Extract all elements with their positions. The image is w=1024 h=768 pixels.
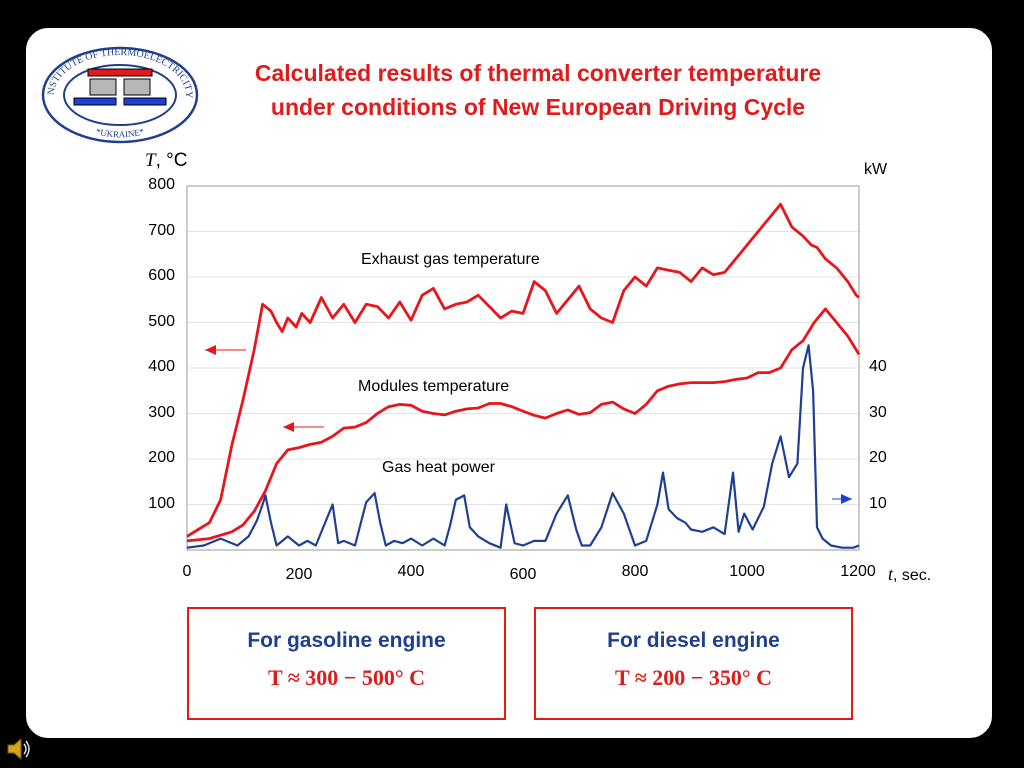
logo-bottom-text: *UKRAINE*	[95, 126, 146, 139]
institute-logo: INSTITUTE OF THERMOELECTRICITY *UKRAINE*	[40, 45, 199, 144]
x-axis-symbol: t	[888, 564, 894, 584]
y-axis-left-unit: , °C	[155, 150, 188, 171]
y-tick-left: 500	[148, 312, 175, 330]
arrow-power-right-axis	[832, 494, 852, 504]
diesel-box-title: For diesel engine	[607, 629, 780, 652]
page-number: 28	[995, 738, 1016, 758]
annotation-modules: Modules temperature	[358, 378, 510, 395]
y-tick-right: 20	[869, 449, 887, 466]
y-tick-left: 400	[148, 358, 175, 375]
x-axis-unit: , sec.	[893, 567, 932, 584]
y-axis-right-label: kW	[864, 161, 888, 178]
series-line-gas-heat-power	[186, 344, 860, 549]
gasoline-engine-box: For gasoline engine T ≈ 300 − 500° C	[187, 607, 506, 720]
annotation-gas-power: Gas heat power	[382, 459, 495, 476]
x-axis-label: t, sec.	[888, 564, 931, 585]
diesel-box-formula: T ≈ 200 − 350° C	[614, 665, 773, 690]
x-tick: 1000	[729, 563, 765, 580]
y-tick-left: 600	[148, 267, 175, 284]
temperature-chart	[186, 185, 861, 551]
arrow-modules-left-axis	[283, 422, 324, 432]
x-tick: 1200	[840, 563, 876, 580]
x-tick: 200	[285, 566, 313, 583]
y-tick-left: 100	[148, 494, 175, 512]
slide-title-line-1: Calculated results of thermal converter …	[254, 60, 822, 86]
y-tick-right: 10	[869, 494, 887, 512]
y-tick-right: 30	[869, 403, 887, 421]
series-line-exhaust-gas-temperature	[186, 202, 860, 538]
y-tick-right: 40	[869, 358, 887, 375]
y-axis-left-label: T, °C	[145, 150, 187, 172]
chart-grid	[187, 185, 859, 505]
speaker-icon[interactable]	[4, 734, 34, 764]
y-axis-left-symbol: T	[145, 150, 156, 171]
chart-series	[186, 202, 861, 549]
diesel-engine-box: For diesel engine T ≈ 200 − 350° C	[534, 607, 853, 720]
series-line-modules-temperature	[186, 307, 861, 543]
x-tick: 600	[509, 566, 537, 583]
x-tick: 800	[621, 563, 649, 580]
y-tick-left: 700	[148, 221, 175, 239]
y-tick-left: 300	[148, 403, 175, 421]
x-tick: 0	[182, 563, 192, 580]
svg-text:*UKRAINE*: *UKRAINE*	[95, 126, 146, 139]
annotation-exhaust: Exhaust gas temperature	[361, 251, 540, 268]
y-tick-left: 800	[148, 176, 175, 193]
chart-arrows	[205, 345, 852, 504]
y-tick-left: 200	[148, 449, 175, 466]
x-tick: 400	[397, 563, 425, 580]
plot-area-frame	[186, 185, 860, 551]
arrow-exhaust-left-axis	[205, 345, 246, 355]
slide-title-line-2: under conditions of New European Driving…	[270, 94, 806, 120]
gasoline-box-title: For gasoline engine	[247, 629, 446, 652]
gasoline-box-formula: T ≈ 300 − 500° C	[267, 665, 426, 690]
